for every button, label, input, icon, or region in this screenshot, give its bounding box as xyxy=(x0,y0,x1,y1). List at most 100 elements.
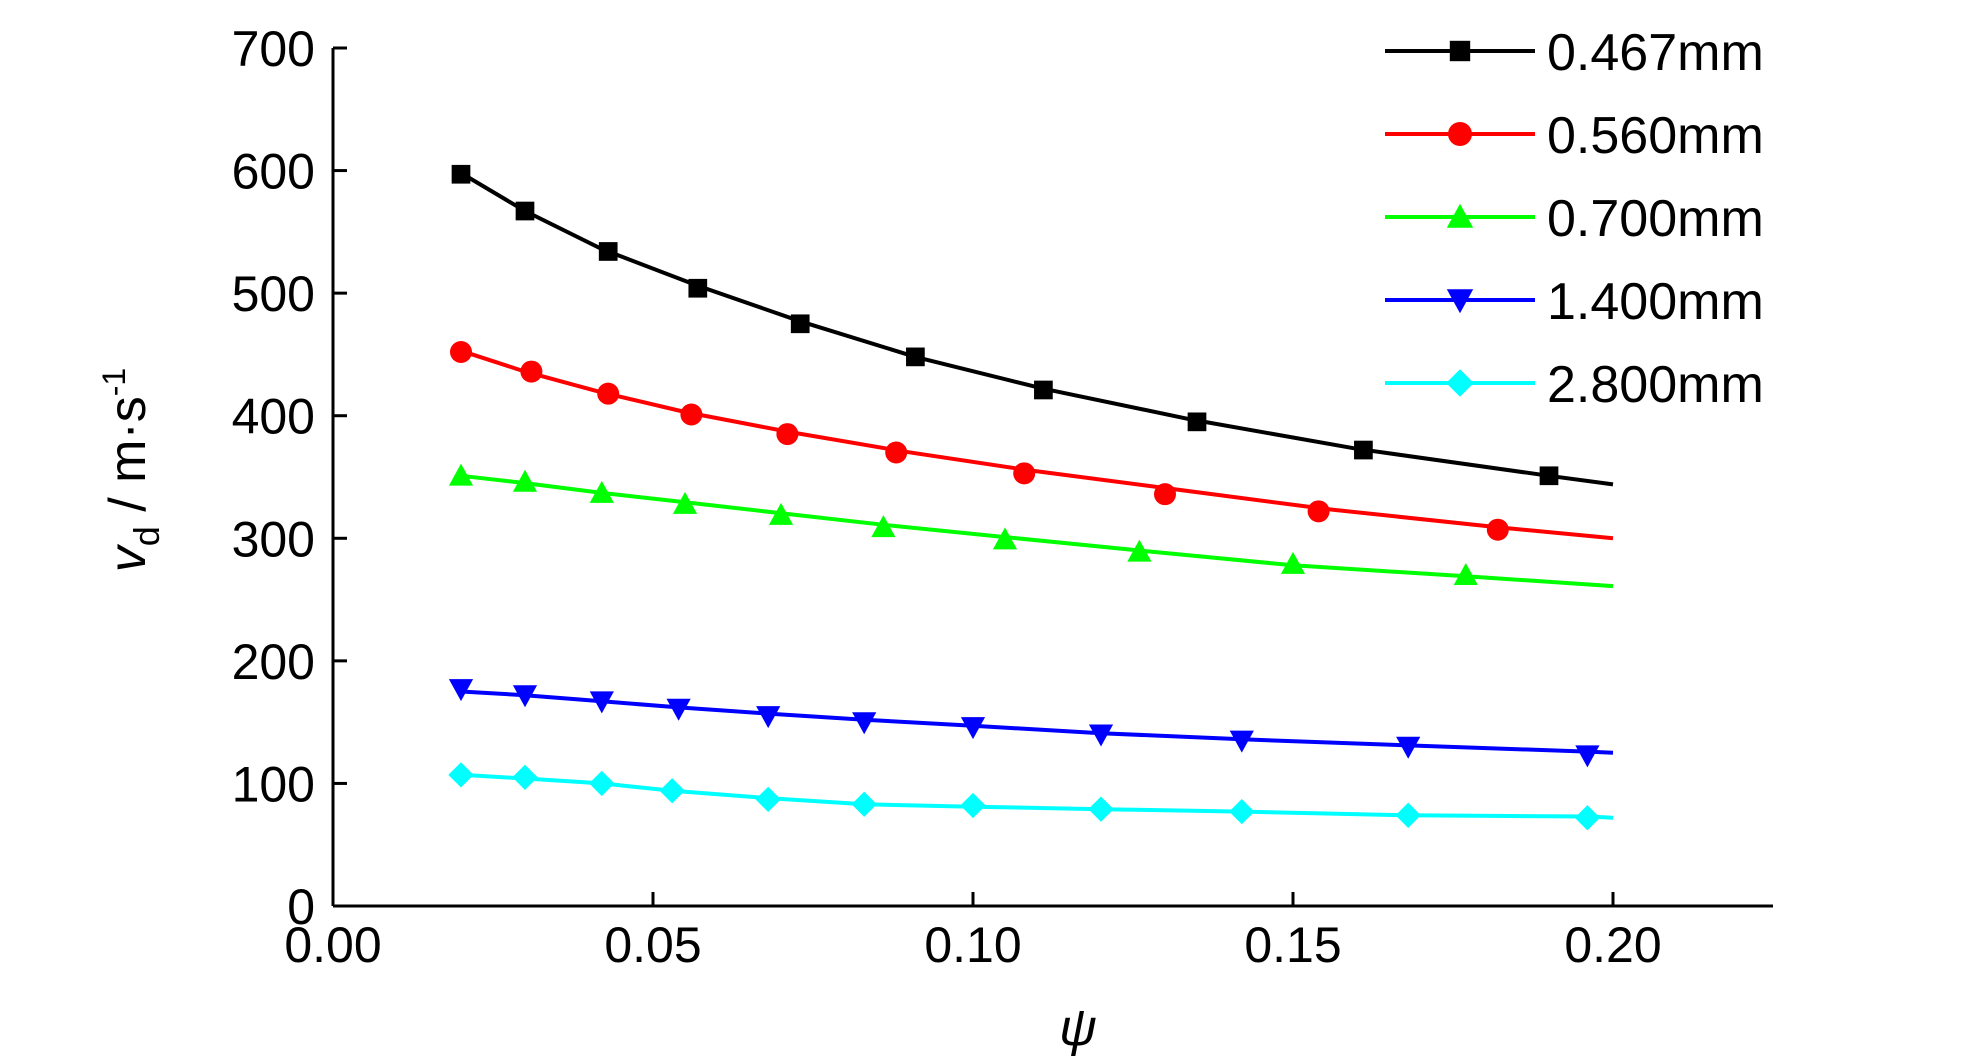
data-point xyxy=(790,314,810,334)
data-point xyxy=(1088,796,1114,822)
data-point xyxy=(1013,462,1036,485)
data-point xyxy=(906,347,925,367)
data-point xyxy=(512,764,538,790)
data-point xyxy=(992,527,1018,550)
data-point xyxy=(512,685,538,708)
data-point xyxy=(666,698,691,721)
data-point xyxy=(960,792,986,819)
series-0.467mm xyxy=(451,164,1614,487)
data-point xyxy=(672,491,698,514)
data-point xyxy=(680,403,703,426)
x-tick-label: 0.15 xyxy=(1244,917,1341,973)
data-point xyxy=(756,706,781,729)
data-point xyxy=(885,441,908,464)
data-point xyxy=(515,201,535,221)
data-point xyxy=(768,502,794,525)
data-point xyxy=(589,770,615,797)
data-point xyxy=(1280,551,1306,574)
y-tick-label: 400 xyxy=(232,389,315,445)
series-0.700mm xyxy=(448,463,1614,589)
legend-item: 0.700mm xyxy=(1385,190,1764,248)
legend-label: 0.700mm xyxy=(1547,190,1764,248)
y-tick-label: 100 xyxy=(232,756,315,812)
data-point xyxy=(688,278,708,298)
data-point xyxy=(448,463,474,486)
legend-item: 2.800mm xyxy=(1385,356,1764,414)
legend-item: 0.467mm xyxy=(1385,24,1764,82)
data-point xyxy=(1307,500,1330,523)
y-tick-label: 600 xyxy=(232,144,315,200)
series-1.400mm xyxy=(448,679,1614,768)
series-2.800mm xyxy=(448,762,1614,831)
data-point xyxy=(597,382,620,405)
data-point xyxy=(1127,539,1152,562)
legend-marker xyxy=(1448,122,1472,146)
legend: 0.467mm 0.560mm 0.700mm 1.400mm 2.800mm xyxy=(1385,24,1764,414)
legend-item: 0.560mm xyxy=(1385,107,1764,165)
series-line xyxy=(460,689,1614,755)
legend-label: 0.467mm xyxy=(1547,24,1764,82)
y-tick-label: 300 xyxy=(232,511,315,567)
legend-item: 1.400mm xyxy=(1385,273,1764,331)
y-tick-label: 200 xyxy=(232,634,315,690)
data-point xyxy=(776,423,799,446)
data-point xyxy=(960,717,986,740)
data-point xyxy=(450,340,472,363)
data-point xyxy=(1354,440,1373,460)
series-0.560mm xyxy=(450,340,1614,541)
y-axis-title-superscript: -1 xyxy=(96,368,132,396)
data-point xyxy=(1229,798,1255,825)
data-point xyxy=(598,242,618,261)
data-point xyxy=(852,712,877,735)
data-point xyxy=(659,778,685,804)
data-point xyxy=(1187,412,1207,432)
y-axis-title-subscript: d xyxy=(126,526,167,546)
y-tick-label: 0 xyxy=(287,879,315,935)
data-point xyxy=(589,480,614,503)
data-point xyxy=(1486,518,1509,541)
data-point xyxy=(451,164,471,184)
y-tick-label: 700 xyxy=(232,21,315,77)
data-point xyxy=(512,469,538,492)
data-point xyxy=(1088,724,1114,747)
data-point xyxy=(1396,736,1421,759)
data-point xyxy=(1539,466,1559,486)
data-point xyxy=(871,515,896,538)
legend-label: 0.560mm xyxy=(1547,107,1764,165)
data-point xyxy=(851,791,877,817)
data-point xyxy=(1229,730,1254,753)
legend-marker xyxy=(1446,203,1474,228)
x-tick-label: 0.20 xyxy=(1564,917,1661,973)
data-point xyxy=(1034,380,1053,400)
series-layer xyxy=(448,164,1614,831)
series-line xyxy=(460,348,1614,541)
data-point xyxy=(1395,802,1421,828)
y-tick-label: 500 xyxy=(232,266,315,322)
y-axis-title-unit: / m·s xyxy=(99,396,157,526)
x-tick-label: 0.00 xyxy=(284,917,381,973)
legend-label: 2.800mm xyxy=(1547,356,1764,414)
data-point xyxy=(755,786,781,813)
y-axis-title-symbol: v xyxy=(99,543,157,572)
legend-marker xyxy=(1446,289,1474,314)
data-point xyxy=(1154,483,1176,506)
data-point xyxy=(520,360,543,383)
data-point xyxy=(589,691,614,714)
series-line xyxy=(459,171,1614,487)
data-point xyxy=(448,679,474,702)
data-point xyxy=(1575,745,1600,768)
legend-marker xyxy=(1449,40,1471,62)
series-line xyxy=(460,473,1614,589)
x-tick-label: 0.05 xyxy=(604,917,701,973)
data-point xyxy=(448,762,474,788)
y-axis-title: vd / m·s-1 xyxy=(96,368,167,572)
x-axis-title: ψ xyxy=(1059,999,1097,1057)
legend-marker xyxy=(1446,369,1474,397)
data-point xyxy=(1574,805,1601,831)
x-tick-label: 0.10 xyxy=(924,917,1021,973)
series-line xyxy=(460,772,1614,820)
axes: 0.00 0.05 0.10 0.15 0.20 0 100 200 300 400 500 600 7… xyxy=(232,21,1773,973)
data-point xyxy=(1453,562,1478,585)
legend-label: 1.400mm xyxy=(1547,273,1764,331)
